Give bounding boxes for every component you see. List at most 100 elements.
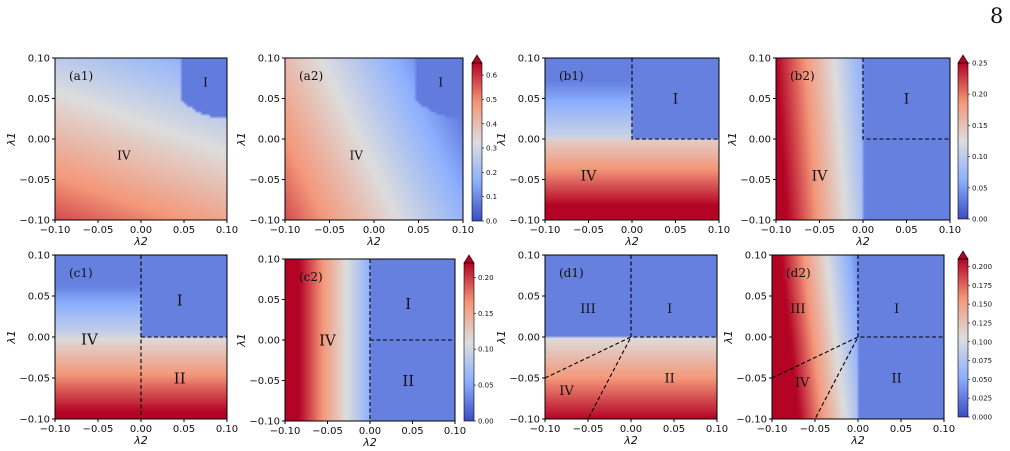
x-tick-label: 0.00 bbox=[363, 225, 385, 236]
region-label: III bbox=[580, 302, 595, 317]
panel-a2: −0.10 −0.05 0.00 0.05 0.10 0.10 0.05 0.00 −0.05 −… bbox=[235, 54, 498, 249]
x-tick-label: 0.05 bbox=[890, 424, 912, 435]
phase-boundary bbox=[544, 335, 633, 420]
panel-label: (c2) bbox=[299, 270, 323, 284]
x-tick-label: −0.10 bbox=[270, 426, 301, 437]
colorbar-tick-label: 0.175 bbox=[972, 282, 992, 290]
colorbar-tick-label: 0.0 bbox=[486, 218, 497, 226]
y-tick-label: 0.05 bbox=[745, 292, 767, 303]
heatmap-image bbox=[55, 58, 227, 220]
y-tick-label: 0.00 bbox=[258, 336, 280, 347]
panel-label: (a1) bbox=[69, 69, 93, 83]
region-label: IV bbox=[81, 331, 99, 349]
colorbar-tick-label: 0.20 bbox=[478, 274, 494, 282]
x-axis-label: λ2 bbox=[855, 235, 870, 248]
colorbar-tick-label: 0.150 bbox=[972, 301, 992, 309]
region-label: I bbox=[673, 91, 679, 107]
y-tick-label: −0.05 bbox=[509, 374, 540, 385]
colorbar-gradient bbox=[472, 63, 482, 221]
colorbar-tick-label: 0.100 bbox=[972, 338, 992, 346]
colorbar-tick-label: 0.00 bbox=[972, 216, 988, 224]
x-tick-label: 0.00 bbox=[621, 225, 643, 236]
y-tick-label: −0.10 bbox=[509, 415, 540, 426]
y-tick-label: −0.10 bbox=[19, 216, 50, 227]
x-tick-label: 0.05 bbox=[401, 426, 423, 437]
x-tick-label: 0.05 bbox=[664, 225, 686, 236]
panel-label: (d1) bbox=[559, 266, 584, 280]
colorbar-tick-label: 0.4 bbox=[486, 120, 498, 128]
x-tick-label: 0.00 bbox=[130, 225, 152, 236]
y-axis-label: λ1 bbox=[495, 330, 508, 345]
y-tick-label: 0.05 bbox=[28, 94, 50, 105]
colorbar-tick-label: 0.3 bbox=[486, 145, 497, 153]
x-tick-label: 0.00 bbox=[847, 424, 869, 435]
panel-label: (b1) bbox=[559, 69, 584, 83]
x-axis-label: λ2 bbox=[133, 434, 148, 447]
colorbar-tick-label: 0.025 bbox=[972, 395, 992, 403]
y-tick-label: −0.10 bbox=[249, 216, 280, 227]
y-tick-label: 0.00 bbox=[258, 135, 280, 146]
x-tick-label: 0.10 bbox=[452, 225, 474, 236]
panel-b2: −0.10 −0.05 0.00 0.05 0.10 0.10 0.05 0.00 −0.05 −… bbox=[726, 54, 988, 249]
y-tick-label: −0.05 bbox=[740, 175, 771, 186]
region-label: I bbox=[438, 76, 443, 90]
y-tick-label: 0.05 bbox=[258, 94, 280, 105]
colorbar: 0.00 0.05 0.10 0.15 0.20 0.25 bbox=[957, 54, 988, 224]
x-tick-label: −0.10 bbox=[530, 225, 561, 236]
region-label: I bbox=[177, 291, 183, 309]
y-tick-label: −0.05 bbox=[19, 175, 50, 186]
y-tick-label: 0.00 bbox=[745, 333, 767, 344]
x-axis-label: λ2 bbox=[362, 436, 377, 449]
x-axis-label: λ2 bbox=[623, 434, 638, 447]
region-label: IV bbox=[795, 376, 810, 391]
colorbar: 0.000 0.025 0.050 0.075 0.100 0.125 0.150 0.175… bbox=[957, 250, 992, 422]
region-label: I bbox=[894, 302, 899, 317]
phase-boundary bbox=[630, 255, 717, 338]
y-tick-label: −0.05 bbox=[509, 175, 540, 186]
y-tick-label: −0.10 bbox=[19, 415, 50, 426]
colorbar: 0.00 0.05 0.10 0.15 0.20 bbox=[463, 254, 494, 426]
y-tick-label: 0.05 bbox=[28, 292, 50, 303]
y-tick-label: 0.10 bbox=[518, 54, 540, 65]
x-tick-label: −0.10 bbox=[40, 225, 71, 236]
panel-label: (c1) bbox=[69, 266, 93, 280]
colorbar-tick-label: 0.5 bbox=[486, 96, 497, 104]
region-label: II bbox=[665, 372, 675, 387]
x-tick-label: 0.10 bbox=[706, 424, 728, 435]
region-label: IV bbox=[349, 148, 363, 162]
heatmap-image bbox=[285, 58, 463, 220]
x-tick-label: 0.10 bbox=[708, 225, 730, 236]
x-tick-label: 0.05 bbox=[173, 225, 195, 236]
region-label: IV bbox=[319, 331, 337, 349]
panel-c2: −0.10 −0.05 0.00 0.05 0.100.100.050.00−0.05−… bbox=[235, 254, 494, 449]
y-tick-label: −0.10 bbox=[740, 216, 771, 227]
x-tick-label: 0.10 bbox=[216, 424, 238, 435]
region-label: IV bbox=[559, 384, 574, 399]
region-label: I bbox=[904, 91, 910, 107]
region-label: I bbox=[405, 295, 411, 313]
x-tick-label: 0.10 bbox=[933, 424, 955, 435]
colorbar-tick-label: 0.125 bbox=[972, 319, 992, 327]
x-tick-label: −0.10 bbox=[757, 424, 788, 435]
x-axis-label: λ2 bbox=[133, 235, 148, 248]
colorbar-gradient bbox=[958, 259, 968, 417]
x-tick-label: −0.05 bbox=[312, 426, 343, 437]
x-axis-label: λ2 bbox=[366, 235, 381, 248]
panel-d2: −0.10 −0.05 0.00 0.05 0.10 0.10 0.05 0.00 −0.05 −… bbox=[722, 250, 992, 447]
colorbar-tick-label: 0.050 bbox=[972, 376, 992, 384]
x-tick-label: −0.05 bbox=[314, 225, 345, 236]
phase-boundary bbox=[771, 335, 860, 420]
colorbar-tick-label: 0.200 bbox=[972, 263, 992, 271]
y-tick-label: 0.10 bbox=[745, 251, 767, 262]
y-axis-label: λ1 bbox=[722, 330, 735, 345]
x-tick-label: −0.05 bbox=[83, 225, 114, 236]
y-tick-label: 0.10 bbox=[258, 54, 280, 65]
x-tick-label: 0.05 bbox=[173, 424, 195, 435]
x-axis-label: λ2 bbox=[850, 434, 865, 447]
x-tick-label: 0.00 bbox=[359, 426, 381, 437]
y-tick-label: 0.10 bbox=[518, 251, 540, 262]
y-tick-label: 0.10 bbox=[28, 54, 50, 65]
x-tick-label: −0.05 bbox=[573, 424, 604, 435]
phase-boundary bbox=[631, 58, 719, 140]
